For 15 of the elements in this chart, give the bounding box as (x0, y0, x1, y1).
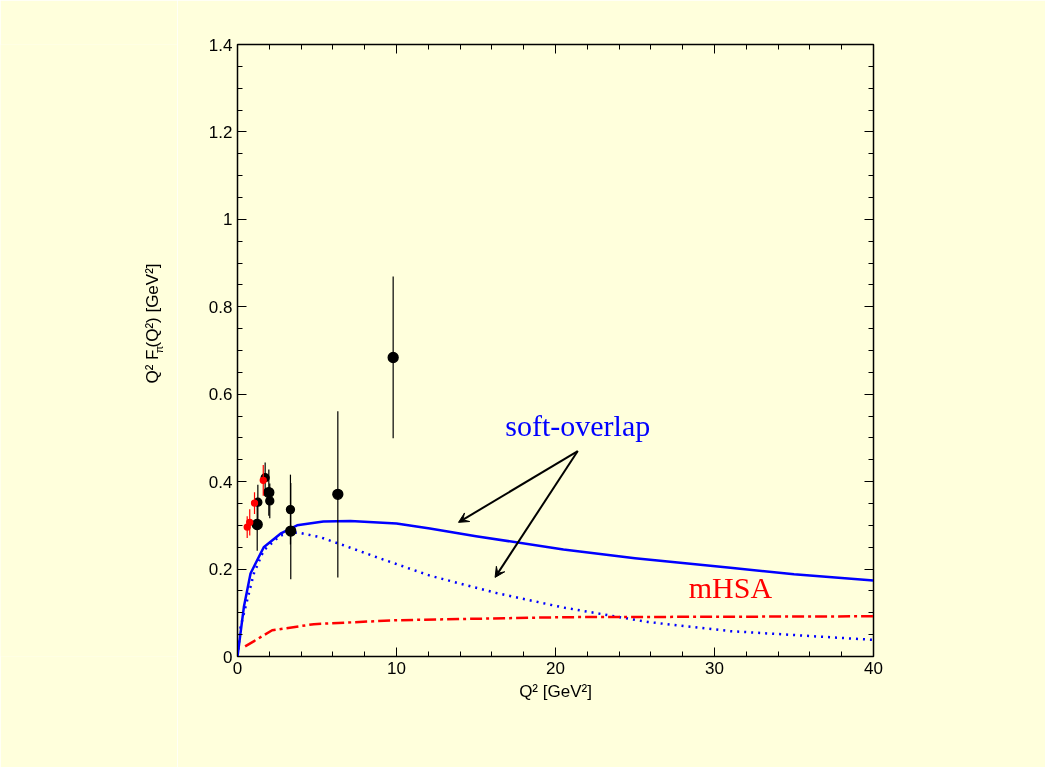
x-axis-title: Q² [GeV²] (519, 681, 592, 701)
x-tick-label: 10 (387, 658, 406, 678)
y-tick-label: 0.4 (208, 472, 233, 492)
y-tick-label: 0.8 (208, 297, 233, 317)
x-tick-label: 20 (546, 658, 565, 678)
y-axis-title: Q² Fπ(Q²) [GeV²] (143, 263, 165, 384)
y-tick-label: 1 (223, 210, 233, 230)
y-tick-label: 0.2 (208, 560, 233, 580)
x-tick-label: 30 (705, 658, 724, 678)
x-tick-label: 40 (864, 658, 883, 678)
annotation: soft-overlap (505, 409, 651, 443)
y-tick-label: 0.6 (208, 385, 233, 405)
y-tick-label: 1.4 (208, 35, 233, 55)
annotation: mHSA (688, 571, 773, 605)
y-tick-label: 1.2 (208, 122, 233, 142)
